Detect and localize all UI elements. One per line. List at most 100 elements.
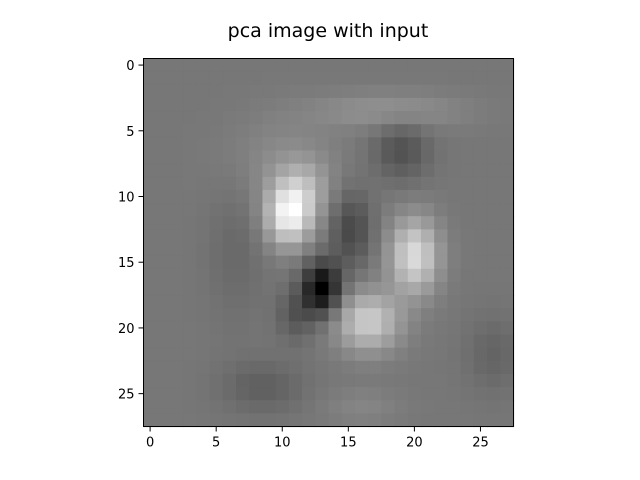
heatmap-cell: [341, 347, 356, 362]
heatmap-cell: [447, 334, 462, 349]
heatmap-cell: [262, 203, 277, 217]
heatmap-cell: [183, 308, 197, 322]
heatmap-cell: [368, 387, 382, 401]
heatmap-cell: [500, 321, 515, 336]
heatmap-cell: [236, 203, 250, 217]
heatmap-cell: [209, 295, 224, 309]
heatmap-cell: [196, 124, 211, 138]
heatmap-cell: [328, 281, 343, 296]
heatmap-cell: [328, 203, 343, 217]
heatmap-cell: [183, 255, 197, 270]
heatmap-cell: [196, 97, 211, 112]
heatmap-cell: [315, 295, 330, 309]
heatmap-cell: [196, 295, 211, 309]
heatmap-cell: [183, 373, 197, 388]
heatmap-cell: [315, 137, 330, 152]
heatmap-cell: [407, 58, 422, 73]
heatmap-cell: [236, 334, 250, 349]
heatmap-cell: [288, 281, 303, 296]
heatmap-cell: [183, 111, 197, 125]
heatmap-cell: [249, 124, 264, 138]
heatmap-cell: [368, 84, 382, 99]
heatmap-cell: [328, 216, 343, 230]
heatmap-cell: [434, 203, 449, 217]
heatmap-cell: [500, 84, 515, 99]
x-tick-label: 25: [472, 436, 489, 451]
heatmap-cell: [368, 413, 382, 428]
heatmap-cell: [381, 137, 396, 152]
heatmap-cell: [275, 268, 290, 283]
heatmap-cell: [328, 387, 343, 401]
heatmap-cell: [500, 229, 515, 244]
heatmap-cell: [421, 242, 435, 257]
heatmap-cell: [421, 387, 435, 401]
heatmap-cell: [421, 360, 435, 375]
heatmap-cell: [460, 242, 475, 257]
heatmap-cell: [354, 97, 369, 112]
heatmap-cell: [473, 321, 488, 336]
y-axis: 0 5 10 15 20 25: [118, 59, 144, 403]
heatmap-cell: [209, 97, 224, 112]
heatmap-cell: [222, 97, 237, 112]
heatmap-cell: [288, 400, 303, 414]
heatmap-cell: [143, 111, 158, 125]
chart-title: pca image with input: [228, 20, 429, 42]
heatmap-cell: [249, 347, 264, 362]
heatmap-cell: [381, 321, 396, 336]
heatmap-cell: [328, 97, 343, 112]
heatmap-cell: [262, 97, 277, 112]
axes-frame: [143, 58, 514, 427]
heatmap-cell: [341, 295, 356, 309]
heatmap-cell: [143, 163, 158, 178]
heatmap-cell: [249, 189, 264, 204]
heatmap-cell: [447, 268, 462, 283]
heatmap-cell: [381, 413, 396, 428]
heatmap-cell: [381, 84, 396, 99]
heatmap-cell: [354, 321, 369, 336]
heatmap-cell: [143, 400, 158, 414]
heatmap-cell: [341, 163, 356, 178]
heatmap-cell: [288, 268, 303, 283]
heatmap-cell: [473, 295, 488, 309]
heatmap-cell: [381, 242, 396, 257]
heatmap-cell: [368, 176, 382, 191]
heatmap-cell: [421, 334, 435, 349]
heatmap-cell: [249, 255, 264, 270]
heatmap-cell: [275, 216, 290, 230]
heatmap-cell: [368, 242, 382, 257]
heatmap-cell: [143, 360, 158, 375]
heatmap-cell: [473, 242, 488, 257]
heatmap-cell: [315, 255, 330, 270]
heatmap-cell: [156, 413, 171, 428]
heatmap-cell: [236, 97, 250, 112]
heatmap-cell: [315, 176, 330, 191]
heatmap-cell: [381, 334, 396, 349]
heatmap-cell: [421, 97, 435, 112]
heatmap-cell: [169, 400, 184, 414]
heatmap-cell: [236, 111, 250, 125]
heatmap-cell: [183, 216, 197, 230]
heatmap-cell: [143, 373, 158, 388]
heatmap-cell: [394, 216, 409, 230]
y-tick-label: 0: [126, 59, 134, 74]
heatmap-cell: [236, 163, 250, 178]
heatmap-cell: [487, 111, 501, 125]
heatmap-cell: [156, 71, 171, 86]
heatmap-cell: [487, 321, 501, 336]
heatmap-cell: [421, 124, 435, 138]
heatmap-cell: [209, 150, 224, 165]
heatmap-cell: [368, 58, 382, 73]
heatmap-cell: [209, 334, 224, 349]
heatmap-cell: [368, 71, 382, 86]
heatmap-cell: [447, 387, 462, 401]
heatmap-cell: [302, 387, 316, 401]
heatmap-cell: [288, 308, 303, 322]
heatmap-cell: [354, 229, 369, 244]
heatmap-cell: [447, 295, 462, 309]
heatmap-cell: [143, 281, 158, 296]
heatmap-cell: [460, 150, 475, 165]
heatmap-cell: [288, 97, 303, 112]
heatmap-cell: [156, 295, 171, 309]
heatmap-cell: [434, 334, 449, 349]
heatmap-cell: [368, 334, 382, 349]
